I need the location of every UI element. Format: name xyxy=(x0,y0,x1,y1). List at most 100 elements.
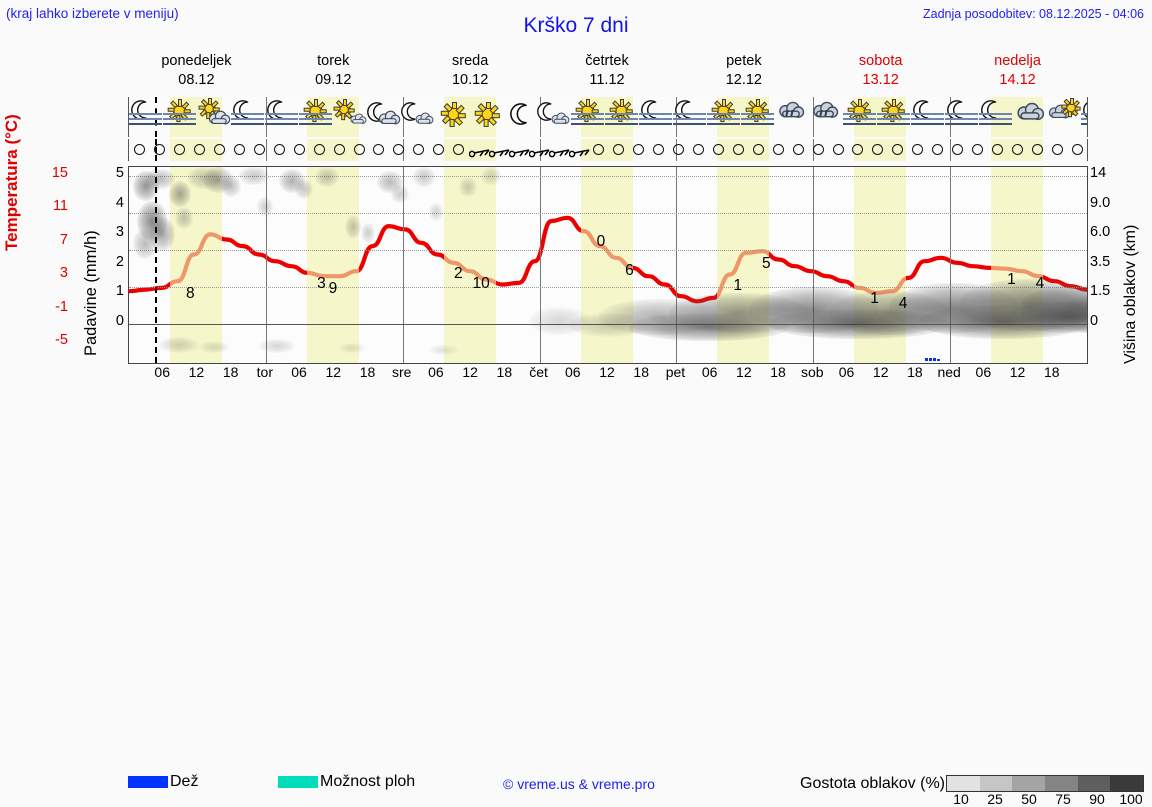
precipitation-tick: 2 xyxy=(115,253,124,270)
temperature-point-label: 3 xyxy=(317,274,326,292)
cloud-density-region xyxy=(159,337,199,353)
cloud-density-step xyxy=(1045,776,1078,791)
temperature-point-label: 0 xyxy=(596,233,606,251)
cloud-density-region xyxy=(345,215,361,239)
cloud-icon xyxy=(207,110,231,126)
cloud-density-region xyxy=(413,167,435,187)
moon-icon xyxy=(641,100,661,120)
day-header-sobota: sobota 13.12 xyxy=(812,52,949,90)
cloud-density-step-label: 75 xyxy=(1055,791,1071,807)
copyright-link[interactable]: © vreme.us & vreme.pro xyxy=(503,776,655,792)
time-tick: 18 xyxy=(633,364,649,380)
day-header-torek: torek 09.12 xyxy=(265,52,402,90)
haze-bar xyxy=(231,123,264,126)
day-separator xyxy=(402,167,404,363)
calm-wind-icon xyxy=(213,144,225,155)
haze-bar xyxy=(673,123,706,126)
calm-wind-icon xyxy=(692,144,704,155)
gridline xyxy=(129,213,1087,214)
cloud-density-step-label: 100 xyxy=(1119,791,1143,807)
wind-band xyxy=(128,139,1088,161)
cloud-density-ramp xyxy=(946,775,1144,792)
calm-wind-icon xyxy=(832,144,844,155)
time-tick: 18 xyxy=(1043,364,1060,380)
weather-icon-cloud-rain xyxy=(775,98,809,136)
temperature-axis-title: Temperatura (°C) xyxy=(2,114,21,251)
time-tick: 12 xyxy=(462,364,478,380)
calm-wind-icon xyxy=(632,144,644,155)
haze-bar xyxy=(945,113,978,116)
cloud-density-region xyxy=(361,223,375,243)
haze-bar xyxy=(1081,118,1087,121)
temperature-point-label: 1 xyxy=(870,289,879,307)
daylight-band xyxy=(306,167,359,363)
day-separator xyxy=(813,167,815,363)
calm-wind-icon xyxy=(772,144,784,155)
cloud-density-step xyxy=(1012,776,1046,791)
precipitation-tick: 4 xyxy=(115,194,124,211)
day-date: 08.12 xyxy=(178,72,215,88)
time-tick: 18 xyxy=(770,364,786,380)
cloud-density-region xyxy=(429,345,459,355)
haze-bar xyxy=(979,123,1012,126)
calm-wind-icon xyxy=(732,144,744,155)
haze-bar xyxy=(163,118,196,121)
current-time-marker xyxy=(155,97,157,137)
calm-wind-icon xyxy=(892,144,904,155)
cloud-density-step xyxy=(979,776,1013,791)
haze-bar xyxy=(707,123,740,126)
precipitation-bar xyxy=(929,358,932,361)
time-tick: 06 xyxy=(564,364,581,380)
time-tick: sob xyxy=(800,364,824,380)
calm-wind-icon xyxy=(193,144,205,155)
temperature-point-label: 6 xyxy=(625,261,634,279)
weather-icon-moon-haze xyxy=(129,98,163,136)
haze-bar xyxy=(299,118,332,121)
day-headers: ponedeljek 08.12 torek 09.12 sreda 10.12 četrt… xyxy=(128,52,1086,94)
sun-icon xyxy=(1061,98,1081,118)
haze-bar xyxy=(979,118,1012,121)
weather-icon-sun-haze xyxy=(571,98,605,136)
haze-bar xyxy=(639,118,672,121)
cloud-density-region xyxy=(169,181,191,207)
calm-wind-icon xyxy=(393,144,405,155)
cloud-density-step-label: 25 xyxy=(987,791,1003,807)
wind-barb-icon xyxy=(548,145,570,158)
daylight-band xyxy=(170,167,223,363)
haze-bar xyxy=(877,118,910,121)
temperature-tick: -5 xyxy=(55,332,68,348)
calm-wind-icon xyxy=(1012,144,1024,155)
cloud-density-region xyxy=(149,217,175,251)
day-date: 10.12 xyxy=(451,72,489,88)
day-separator xyxy=(539,139,541,161)
haze-bar xyxy=(231,118,264,121)
sun-icon xyxy=(440,101,466,127)
temperature-point-label: 8 xyxy=(186,285,195,303)
calm-wind-icon xyxy=(992,144,1004,155)
wind-barb-icon xyxy=(468,145,490,158)
temperature-point-label: 4 xyxy=(898,295,908,313)
time-tick: 12 xyxy=(1009,364,1026,380)
day-header-ponedeljek: ponedeljek 08.12 xyxy=(128,52,265,90)
temperature-point-label: 4 xyxy=(1035,275,1045,293)
weather-icon-cloud xyxy=(1013,98,1047,136)
temperature-tick: 11 xyxy=(52,198,68,215)
day-name: torek xyxy=(317,53,350,69)
cloud-density-region xyxy=(315,167,339,187)
moon-icon xyxy=(981,100,1001,120)
cloud-icon xyxy=(377,110,401,126)
precipitation-bar xyxy=(937,359,940,361)
time-tick: pet xyxy=(665,364,686,380)
weather-icon-sun-haze xyxy=(605,98,639,136)
wind-barb-icon xyxy=(488,145,510,158)
calm-wind-icon xyxy=(413,144,425,155)
weather-icon-moon-haze xyxy=(911,98,945,136)
calm-wind-icon xyxy=(652,144,664,155)
location-menu-note[interactable]: (kraj lahko izberete v meniju) xyxy=(6,6,179,21)
weather-icon-sun-cloud xyxy=(197,98,231,136)
precipitation-tick: 5 xyxy=(115,165,124,181)
haze-bar xyxy=(911,113,944,116)
cloud-icon xyxy=(550,112,570,125)
weather-icon-band xyxy=(128,97,1088,137)
gridline xyxy=(129,250,1087,251)
